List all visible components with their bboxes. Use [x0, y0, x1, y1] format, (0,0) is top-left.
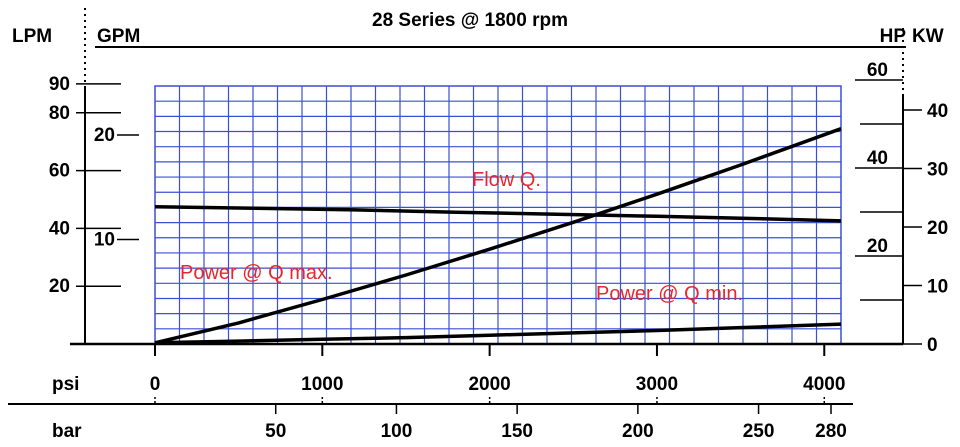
bar-tick-label: 250 — [743, 421, 775, 442]
gpm-unit-label: GPM — [97, 26, 140, 47]
bar-tick-label: 200 — [622, 421, 654, 442]
lpm-tick-label: 40 — [49, 218, 70, 239]
bar-tick-label: 50 — [265, 421, 286, 442]
bar-axis-label: bar — [52, 421, 82, 442]
hp-tick-label: 60 — [867, 60, 888, 81]
hp-unit-label: HP — [880, 26, 907, 47]
power-qmax-annotation: Power @ Q max. — [180, 262, 333, 284]
hp-tick-label: 20 — [867, 236, 888, 257]
flow-curve — [154, 204, 842, 223]
kw-tick-label: 10 — [927, 277, 948, 298]
chart-title: 28 Series @ 1800 rpm — [372, 10, 568, 31]
gpm-tick-label: 10 — [94, 230, 115, 251]
bar-tick-label: 100 — [381, 421, 413, 442]
hp-tick-label: 40 — [867, 148, 888, 169]
lpm-tick-label: 80 — [49, 103, 70, 124]
psi-axis-label: psi — [52, 374, 79, 395]
lpm-tick-label: 90 — [49, 74, 70, 95]
kw-tick-label: 20 — [927, 218, 948, 239]
bar-tick-label: 150 — [501, 421, 533, 442]
kw-tick-label: 40 — [927, 101, 948, 122]
flow-q-annotation: Flow Q. — [472, 169, 541, 191]
gpm-tick-label: 20 — [94, 125, 115, 146]
kw-tick-label: 0 — [927, 335, 938, 356]
power-qmin-curve — [154, 322, 842, 345]
lpm-tick-label: 60 — [49, 161, 70, 182]
psi-tick-label: 2000 — [468, 374, 510, 395]
series-curves — [154, 127, 842, 345]
power-qmin-annotation: Power @ Q min. — [596, 283, 743, 305]
power-qmax-curve — [154, 127, 842, 345]
lpm-unit-label: LPM — [12, 26, 52, 47]
lpm-tick-label: 20 — [49, 276, 70, 297]
kw-tick-label: 30 — [927, 160, 948, 181]
bar-tick-label: 280 — [815, 421, 847, 442]
kw-unit-label: KW — [912, 26, 944, 47]
psi-tick-label: 4000 — [803, 374, 845, 395]
psi-tick-label: 0 — [150, 374, 161, 395]
psi-tick-label: 3000 — [636, 374, 678, 395]
psi-tick-label: 1000 — [301, 374, 343, 395]
